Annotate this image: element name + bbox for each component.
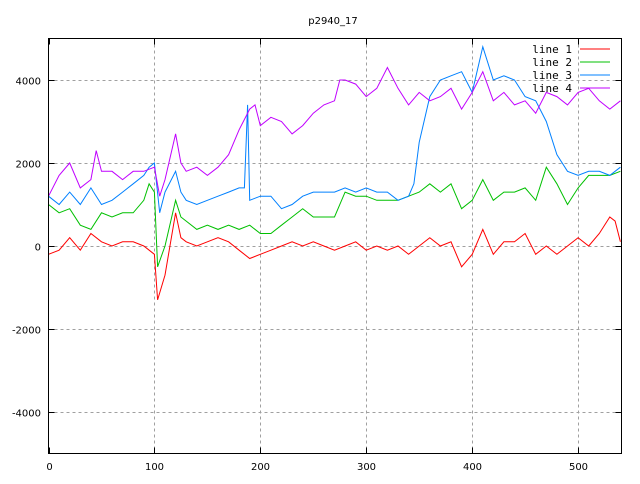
y-tick-label: 2000 bbox=[16, 160, 41, 171]
y-tick-label: -2000 bbox=[12, 326, 41, 337]
legend-label: line 1 bbox=[532, 43, 572, 56]
x-tick-label: 0 bbox=[46, 462, 52, 473]
y-tick-label: -4000 bbox=[12, 409, 41, 420]
x-tick-label: 300 bbox=[357, 462, 376, 473]
series-line-2 bbox=[48, 166, 621, 267]
series-line-3 bbox=[48, 44, 621, 213]
legend-label: line 4 bbox=[532, 82, 572, 95]
chart-title: p2940_17 bbox=[308, 16, 358, 27]
x-tick-label: 400 bbox=[463, 462, 482, 473]
y-tick-label: 4000 bbox=[16, 77, 41, 88]
series-line-4 bbox=[48, 66, 621, 197]
x-tick-label: 500 bbox=[569, 462, 588, 473]
legend-label: line 2 bbox=[532, 56, 572, 69]
y-tick-label: 0 bbox=[35, 243, 41, 254]
x-tick-label: 100 bbox=[145, 462, 164, 473]
axis-ticks: 0 100 200 300 400 500 -4000 -2000 0 2000 4000 bbox=[12, 38, 622, 473]
series-line-1 bbox=[48, 212, 621, 301]
legend-label: line 3 bbox=[532, 69, 572, 82]
x-tick-label: 200 bbox=[251, 462, 270, 473]
series-group bbox=[48, 44, 621, 301]
